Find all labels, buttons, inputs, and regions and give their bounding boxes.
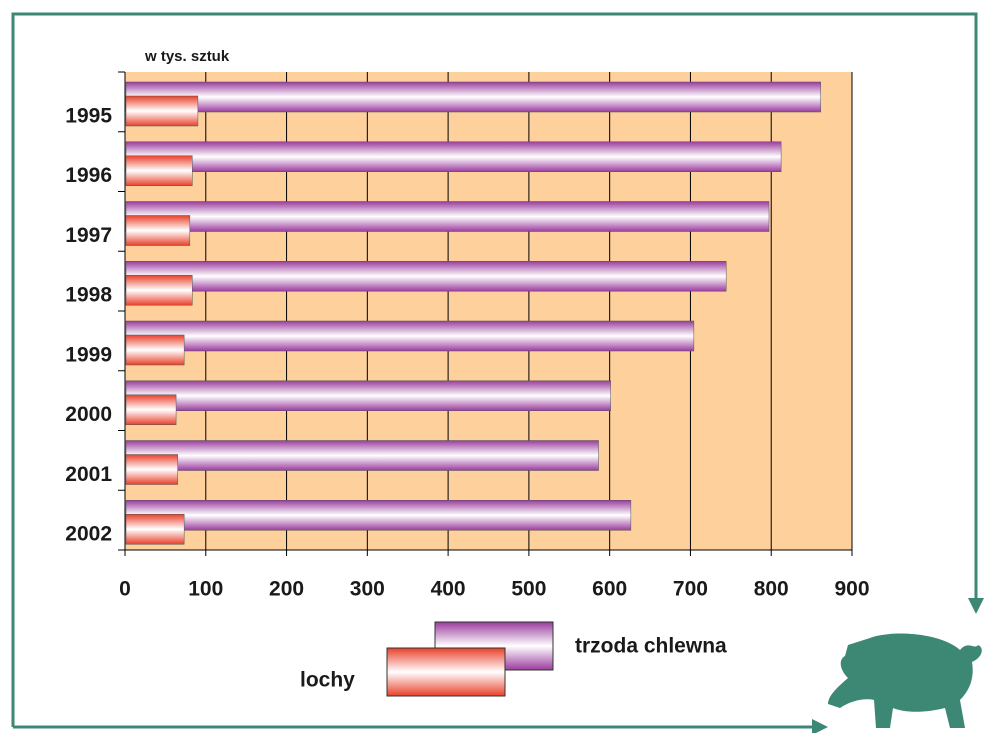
bar [125, 155, 193, 186]
x-tick-label: 0 [119, 578, 131, 601]
bar [125, 215, 191, 246]
bar [125, 380, 611, 411]
y-tick-label: 1995 [65, 104, 112, 127]
legend-label: trzoda chlewna [575, 635, 727, 658]
x-tick-label: 900 [834, 578, 869, 601]
bar [125, 261, 727, 292]
y-tick-label: 1999 [65, 343, 112, 366]
bar [125, 454, 178, 485]
bar [125, 334, 185, 366]
x-tick-label: 800 [754, 578, 789, 601]
bar [125, 514, 185, 545]
axis-unit-label: w tys. sztuk [144, 48, 230, 65]
y-tick-label: 2001 [65, 463, 112, 486]
bar [125, 81, 821, 113]
bar [125, 95, 199, 127]
legend-label: lochy [300, 669, 355, 692]
bar [125, 440, 599, 471]
y-tick-label: 2002 [65, 523, 112, 546]
bar [125, 201, 770, 232]
y-tick-label: 1998 [65, 284, 112, 307]
bar [125, 275, 193, 306]
bar [125, 141, 782, 172]
y-tick-label: 1996 [65, 164, 112, 187]
frame [11, 12, 978, 729]
bar [125, 500, 632, 531]
legend-swatch [386, 647, 506, 697]
x-tick-label: 400 [431, 578, 466, 601]
bar [125, 394, 177, 425]
x-tick-label: 200 [269, 578, 304, 601]
pig-icon [828, 633, 982, 728]
arrow [968, 598, 984, 614]
x-tick-label: 600 [592, 578, 627, 601]
y-tick-label: 2000 [65, 403, 112, 426]
x-tick-label: 300 [350, 578, 385, 601]
x-tick-label: 500 [511, 578, 546, 601]
y-tick-label: 1997 [65, 224, 112, 247]
x-tick-label: 100 [188, 578, 223, 601]
x-tick-label: 700 [673, 578, 708, 601]
bar [125, 320, 695, 352]
arrow [812, 719, 828, 735]
